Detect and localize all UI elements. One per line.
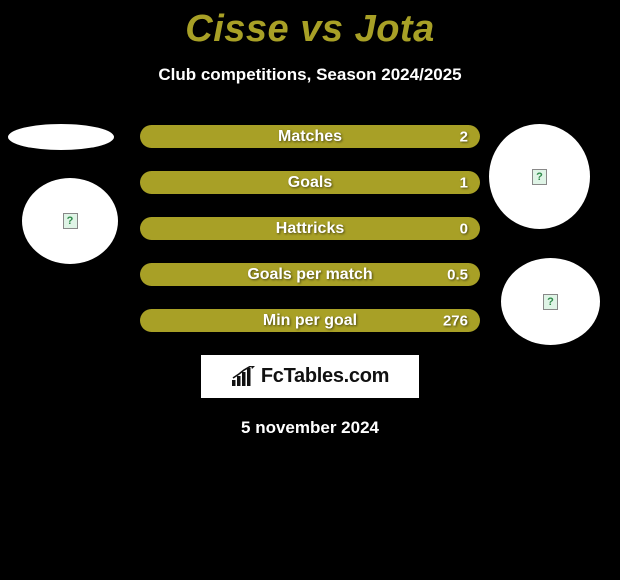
stat-label: Hattricks bbox=[276, 220, 344, 238]
brand-box: FcTables.com bbox=[201, 355, 419, 398]
placeholder-icon bbox=[543, 294, 558, 310]
stat-value: 1 bbox=[460, 174, 468, 191]
stat-bar: Goals per match 0.5 bbox=[140, 263, 480, 286]
stat-label: Goals bbox=[288, 174, 332, 192]
stat-bar: Goals 1 bbox=[140, 171, 480, 194]
decor-ellipse bbox=[8, 124, 114, 150]
decor-circle bbox=[501, 258, 600, 345]
placeholder-icon bbox=[532, 169, 547, 185]
stat-value: 276 bbox=[443, 312, 468, 329]
bar-chart-icon bbox=[231, 366, 257, 388]
placeholder-icon bbox=[63, 213, 78, 229]
stat-value: 0.5 bbox=[447, 266, 468, 283]
subtitle: Club competitions, Season 2024/2025 bbox=[0, 65, 620, 85]
stat-bar: Hattricks 0 bbox=[140, 217, 480, 240]
stats-bars: Matches 2 Goals 1 Hattricks 0 Goals per … bbox=[140, 125, 480, 332]
decor-circle bbox=[22, 178, 118, 264]
stat-value: 2 bbox=[460, 128, 468, 145]
date-label: 5 november 2024 bbox=[0, 418, 620, 438]
stat-label: Goals per match bbox=[247, 266, 372, 284]
stat-value: 0 bbox=[460, 220, 468, 237]
title-text: Cisse vs Jota bbox=[185, 8, 434, 50]
stat-label: Min per goal bbox=[263, 312, 357, 330]
brand-name: FcTables.com bbox=[261, 365, 389, 388]
stat-bar: Min per goal 276 bbox=[140, 309, 480, 332]
stat-bar: Matches 2 bbox=[140, 125, 480, 148]
decor-circle bbox=[489, 124, 590, 229]
stat-label: Matches bbox=[278, 128, 342, 146]
page-title: Cisse vs Jota bbox=[0, 0, 620, 51]
